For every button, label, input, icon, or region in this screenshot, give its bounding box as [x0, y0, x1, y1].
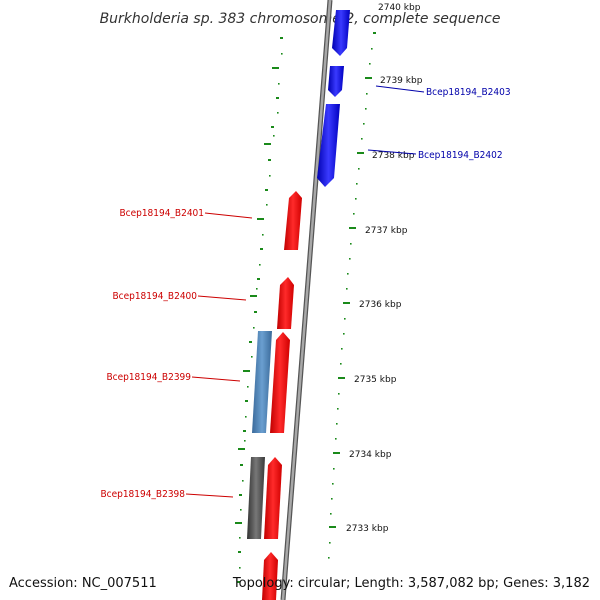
gene-arrow-B2398[interactable]: [264, 457, 282, 539]
scale-labels: 2740 kbp 2739 kbp 2738 kbp 2737 kbp 2736…: [346, 3, 423, 534]
scale-label-2738: 2738 kbp: [372, 151, 415, 161]
outer-tick-dots: [328, 48, 373, 559]
topology-summary-text: Topology: circular; Length: 3,587,082 bp…: [232, 576, 590, 591]
scale-label-2736: 2736 kbp: [359, 300, 402, 310]
gene-label-B2403[interactable]: Bcep18194_B2403: [426, 87, 511, 98]
label-leaders: [185, 85, 425, 498]
gene-label-B2399[interactable]: Bcep18194_B2399: [106, 372, 191, 383]
gene-label-B2401[interactable]: Bcep18194_B2401: [119, 208, 204, 219]
inner-tick-dots: [239, 53, 283, 569]
gene-label-B2400[interactable]: Bcep18194_B2400: [112, 291, 197, 302]
gene-arrow-B2399[interactable]: [270, 332, 290, 433]
gene-label-B2398[interactable]: Bcep18194_B2398: [100, 489, 185, 500]
gene-arrow-B2400[interactable]: [277, 277, 294, 329]
gene-arrow-B2403[interactable]: [328, 10, 350, 97]
scale-label-2740: 2740 kbp: [378, 3, 421, 13]
scale-label-2733: 2733 kbp: [346, 524, 389, 534]
scale-label-2735: 2735 kbp: [354, 375, 397, 385]
gene-labels: Bcep18194_B2403 Bcep18194_B2402 Bcep1819…: [100, 87, 510, 500]
accession-text: Accession: NC_007511: [9, 576, 157, 591]
scale-label-2737: 2737 kbp: [365, 226, 408, 236]
gene-label-B2402[interactable]: Bcep18194_B2402: [418, 150, 503, 161]
gene-arrow-B2401[interactable]: [284, 191, 302, 250]
map-title: Burkholderia sp. 383 chromosome 2, compl…: [100, 11, 501, 27]
gene-arrow-partial[interactable]: [262, 552, 278, 600]
scale-label-2739: 2739 kbp: [380, 76, 423, 86]
gene-block-grey[interactable]: [247, 457, 265, 539]
gene-block-steel[interactable]: [252, 331, 272, 433]
scale-label-2734: 2734 kbp: [349, 450, 392, 460]
gene-arrow-B2402[interactable]: [317, 104, 340, 187]
outer-tick-ring: [329, 32, 376, 528]
inner-tick-ring: [235, 37, 283, 583]
